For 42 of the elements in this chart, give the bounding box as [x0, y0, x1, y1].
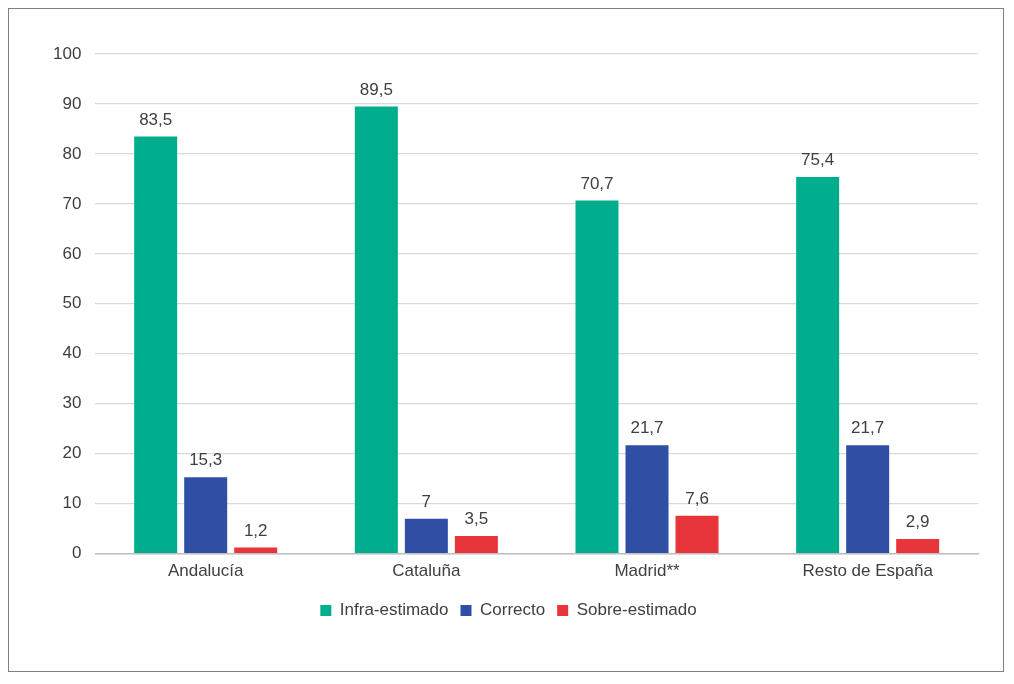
bar	[184, 477, 228, 553]
y-tick-label: 90	[62, 93, 82, 113]
bar	[404, 518, 448, 553]
bar	[454, 536, 498, 553]
data-label: 1,2	[243, 520, 268, 540]
data-label: 89,5	[359, 79, 393, 99]
data-label: 83,5	[139, 109, 173, 129]
legend-label: Infra-estimado	[339, 600, 449, 620]
y-tick-label: 80	[62, 143, 82, 163]
x-tick-label: Andalucía	[167, 561, 245, 581]
data-label: 21,7	[851, 418, 885, 438]
bar	[796, 176, 840, 553]
legend-label: Correcto	[479, 600, 546, 620]
data-label: 15,3	[189, 450, 223, 470]
x-tick-label: Cataluña	[392, 561, 461, 581]
data-label: 21,7	[630, 418, 664, 438]
y-tick-label: 30	[62, 393, 82, 413]
y-tick-label: 50	[62, 293, 82, 313]
data-label: 3,5	[464, 509, 489, 529]
y-tick-label: 10	[62, 493, 82, 513]
data-label: 7,6	[685, 488, 709, 508]
bar	[575, 200, 619, 553]
bar	[234, 547, 278, 553]
data-label: 7	[421, 491, 432, 511]
bar	[134, 136, 178, 553]
data-label: 70,7	[580, 173, 614, 193]
y-tick-label: 60	[62, 243, 82, 263]
bar	[354, 106, 398, 553]
y-tick-label: 40	[62, 343, 82, 363]
data-label: 75,4	[801, 150, 835, 170]
legend-label: Sobre-estimado	[576, 600, 697, 620]
y-tick-label: 0	[71, 543, 82, 563]
x-tick-label: Resto de España	[802, 561, 934, 581]
y-tick-label: 20	[62, 443, 82, 463]
bar	[625, 445, 669, 553]
bar	[675, 515, 719, 553]
bar	[896, 539, 940, 553]
y-tick-label: 100	[52, 43, 82, 63]
y-tick-label: 70	[62, 193, 82, 213]
x-tick-label: Madrid**	[614, 561, 680, 581]
data-label: 2,9	[905, 512, 930, 532]
bar	[846, 445, 890, 553]
